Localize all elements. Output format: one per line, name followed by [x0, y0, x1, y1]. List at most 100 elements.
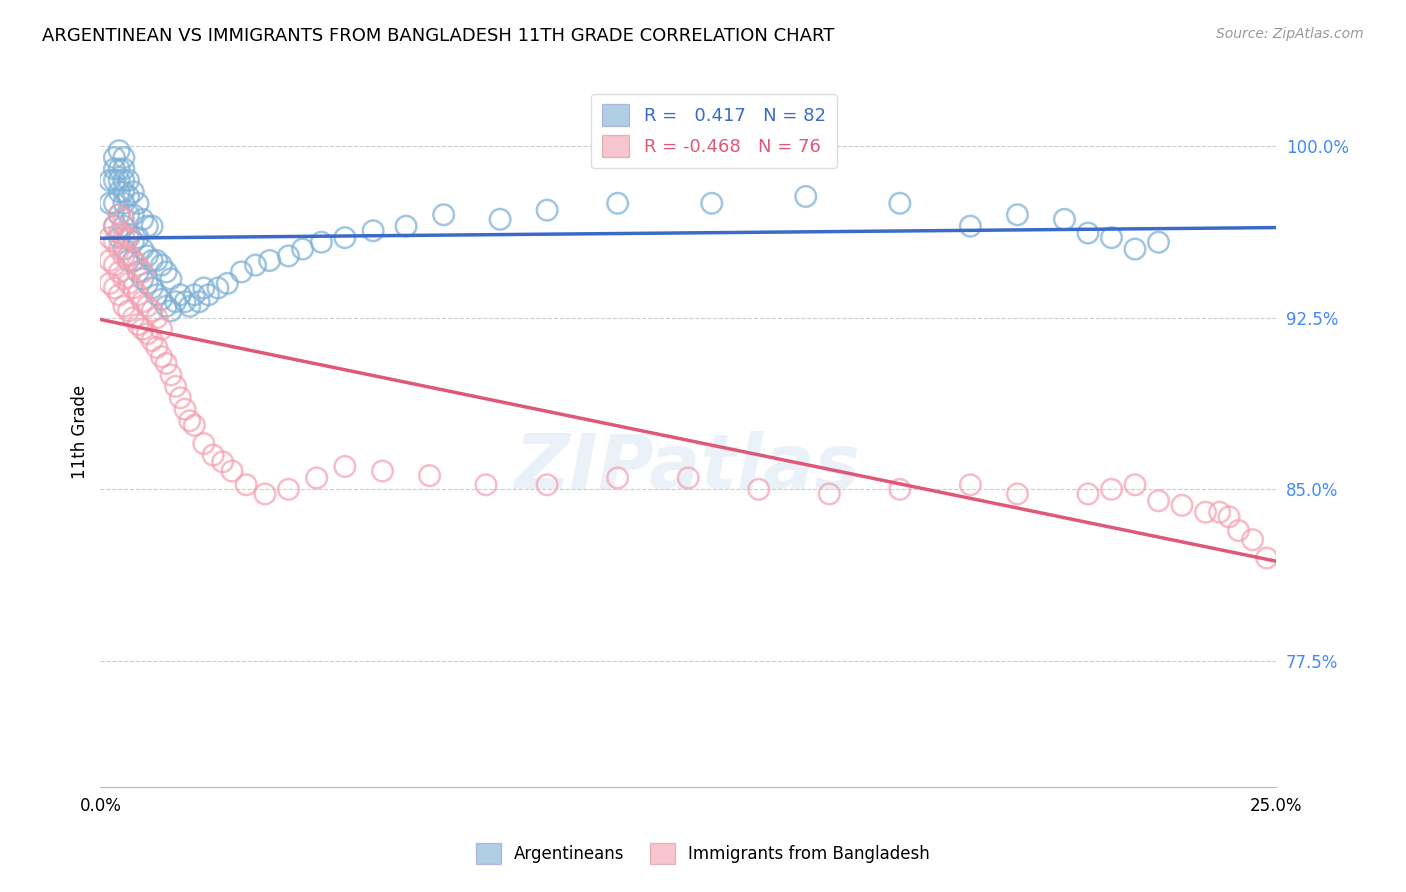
Point	[606, 471, 628, 485]
Point	[700, 196, 723, 211]
Point	[136, 326, 159, 341]
Point	[165, 379, 187, 393]
Point	[117, 230, 139, 244]
Point	[117, 277, 139, 291]
Point	[127, 265, 149, 279]
Point	[179, 299, 201, 313]
Point	[131, 322, 153, 336]
Point	[160, 368, 183, 382]
Point	[103, 196, 125, 211]
Y-axis label: 11th Grade: 11th Grade	[72, 385, 89, 479]
Point	[108, 242, 131, 256]
Point	[122, 253, 145, 268]
Point	[141, 253, 163, 268]
Point	[536, 477, 558, 491]
Point	[131, 265, 153, 279]
Point	[146, 310, 169, 325]
Point	[112, 196, 135, 211]
Point	[117, 173, 139, 187]
Point	[160, 272, 183, 286]
Point	[127, 196, 149, 211]
Point	[103, 235, 125, 250]
Point	[1256, 551, 1278, 566]
Point	[889, 483, 911, 497]
Point	[141, 303, 163, 318]
Point	[136, 219, 159, 234]
Point	[112, 161, 135, 176]
Point	[108, 208, 131, 222]
Point	[207, 281, 229, 295]
Point	[1101, 230, 1123, 244]
Point	[1053, 212, 1076, 227]
Point	[146, 341, 169, 355]
Point	[127, 258, 149, 272]
Point	[136, 277, 159, 291]
Point	[108, 208, 131, 222]
Point	[183, 288, 205, 302]
Point	[112, 230, 135, 244]
Point	[127, 288, 149, 302]
Point	[98, 173, 121, 187]
Point	[169, 391, 191, 405]
Point	[221, 464, 243, 478]
Point	[889, 196, 911, 211]
Point	[108, 230, 131, 244]
Point	[676, 471, 699, 485]
Point	[395, 219, 418, 234]
Point	[253, 487, 276, 501]
Point	[1007, 208, 1029, 222]
Point	[311, 235, 333, 250]
Point	[1241, 533, 1264, 547]
Legend: Argentineans, Immigrants from Bangladesh: Argentineans, Immigrants from Bangladesh	[470, 837, 936, 871]
Point	[211, 455, 233, 469]
Point	[1077, 226, 1099, 240]
Point	[103, 161, 125, 176]
Point	[277, 483, 299, 497]
Point	[112, 242, 135, 256]
Point	[1208, 505, 1230, 519]
Point	[108, 265, 131, 279]
Point	[174, 294, 197, 309]
Point	[131, 272, 153, 286]
Point	[117, 208, 139, 222]
Point	[489, 212, 512, 227]
Point	[160, 303, 183, 318]
Point	[117, 189, 139, 203]
Point	[245, 258, 267, 272]
Point	[748, 483, 770, 497]
Point	[193, 281, 215, 295]
Point	[117, 303, 139, 318]
Point	[141, 334, 163, 348]
Point	[108, 173, 131, 187]
Point	[217, 277, 239, 291]
Point	[141, 281, 163, 295]
Point	[122, 281, 145, 295]
Point	[117, 249, 139, 263]
Point	[112, 272, 135, 286]
Point	[174, 402, 197, 417]
Point	[371, 464, 394, 478]
Point	[1007, 487, 1029, 501]
Point	[122, 253, 145, 268]
Text: ARGENTINEAN VS IMMIGRANTS FROM BANGLADESH 11TH GRADE CORRELATION CHART: ARGENTINEAN VS IMMIGRANTS FROM BANGLADES…	[42, 27, 835, 45]
Point	[112, 212, 135, 227]
Point	[606, 196, 628, 211]
Point	[1077, 487, 1099, 501]
Point	[231, 265, 253, 279]
Point	[150, 350, 173, 364]
Point	[165, 294, 187, 309]
Point	[103, 151, 125, 165]
Point	[117, 230, 139, 244]
Point	[108, 144, 131, 158]
Point	[122, 208, 145, 222]
Point	[169, 288, 191, 302]
Point	[146, 253, 169, 268]
Point	[103, 281, 125, 295]
Point	[433, 208, 456, 222]
Point	[131, 294, 153, 309]
Point	[112, 173, 135, 187]
Point	[259, 253, 281, 268]
Point	[136, 299, 159, 313]
Point	[197, 288, 219, 302]
Point	[127, 318, 149, 332]
